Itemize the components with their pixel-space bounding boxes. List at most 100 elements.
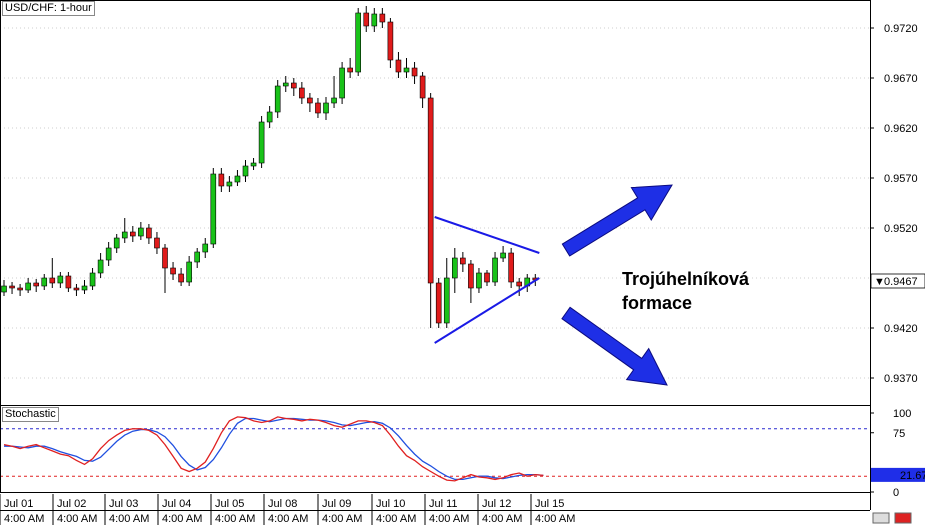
bearish-candle — [411, 67, 418, 77]
x-time-label: 4:00 AM — [376, 513, 416, 525]
bullish-candle — [41, 277, 48, 287]
stochastic-current-label: 21.67 — [900, 470, 925, 482]
stochastic-tick-label: 100 — [893, 408, 911, 420]
bearish-candle — [33, 282, 40, 287]
bearish-candle — [468, 263, 474, 289]
bearish-candle — [379, 13, 386, 23]
bullish-candle — [258, 121, 265, 164]
bearish-candle — [427, 97, 434, 284]
indicator-label: Stochastic — [2, 407, 59, 422]
bullish-candle — [500, 252, 506, 259]
x-time-label: 4:00 AM — [322, 513, 362, 525]
x-day-label: Jul 05 — [215, 498, 244, 510]
bearish-candle — [387, 21, 394, 61]
breakout-arrows — [561, 184, 673, 386]
bullish-candle — [250, 162, 257, 167]
x-day-label: Jul 15 — [535, 498, 564, 510]
candlestick-series — [1, 6, 539, 328]
bullish-candle — [234, 175, 241, 183]
stochastic-panel — [0, 416, 870, 482]
price-tick-label: 0.9670 — [884, 73, 918, 85]
bullish-candle — [81, 285, 88, 291]
bullish-candle — [121, 231, 128, 239]
bearish-candle — [146, 227, 152, 239]
bearish-candle — [154, 237, 160, 249]
bullish-candle — [274, 85, 281, 113]
bullish-candle — [266, 111, 273, 123]
pattern-label-line1: Trojúhelníková — [622, 269, 750, 289]
bullish-candle — [282, 82, 289, 87]
bullish-candle — [371, 13, 378, 27]
symbol-label: USD/CHF: 1-hour — [2, 1, 95, 16]
x-time-label: 4:00 AM — [215, 513, 255, 525]
bearish-candle — [290, 82, 297, 89]
x-time-label: 4:00 AM — [109, 513, 149, 525]
x-time-label: 4:00 AM — [162, 513, 202, 525]
x-time-label: 4:00 AM — [429, 513, 469, 525]
bullish-candle — [89, 272, 96, 287]
bearish-candle — [516, 281, 523, 287]
price-panel-frame — [0, 0, 871, 406]
current-price-marker: ▼ — [874, 276, 885, 288]
x-day-label: Jul 09 — [322, 498, 351, 510]
x-time-label: 4:00 AM — [4, 513, 44, 525]
bearish-candle — [395, 59, 402, 73]
breakout-down-arrow — [561, 306, 668, 386]
bearish-candle — [315, 102, 321, 114]
price-tick-label: 0.9570 — [884, 173, 918, 185]
bearish-candle — [130, 231, 136, 237]
bullish-candle — [226, 181, 233, 187]
x-day-label: Jul 01 — [4, 498, 33, 510]
bullish-candle — [242, 165, 249, 177]
bullish-candle — [443, 277, 450, 324]
bullish-candle — [25, 282, 31, 291]
bullish-candle — [113, 237, 120, 249]
bullish-candle — [194, 251, 200, 263]
current-price-box — [870, 273, 925, 289]
bullish-candle — [339, 67, 345, 99]
price-tick-label: 0.9420 — [884, 323, 918, 335]
bearish-candle — [435, 282, 442, 324]
bearish-candle — [73, 287, 80, 291]
pattern-label-line2: formace — [622, 293, 692, 313]
price-tick-label: 0.9720 — [884, 23, 918, 35]
bearish-candle — [460, 257, 466, 265]
x-time-label: 4:00 AM — [268, 513, 308, 525]
upper-trend-line — [434, 216, 540, 254]
bullish-candle — [186, 261, 192, 283]
bullish-candle — [492, 257, 498, 283]
price-tick-label: 0.9620 — [884, 123, 918, 135]
bearish-candle — [49, 277, 56, 284]
stochastic-tick-label: 0 — [893, 487, 899, 499]
bearish-candle — [508, 252, 514, 283]
bullish-candle — [331, 97, 337, 104]
current-price-label: 0.9467 — [884, 276, 918, 288]
stochastic-panel-frame — [0, 405, 871, 493]
bearish-candle — [307, 97, 313, 104]
bullish-candle — [451, 257, 458, 279]
bearish-candle — [162, 247, 168, 269]
scroll-button — [894, 512, 912, 524]
bearish-candle — [178, 273, 184, 283]
zoom-button — [872, 512, 890, 524]
price-tick-label: 0.9520 — [884, 223, 918, 235]
x-day-label: Jul 08 — [268, 498, 297, 510]
x-day-label: Jul 11 — [429, 498, 458, 510]
bullish-candle — [105, 247, 112, 261]
bearish-candle — [170, 267, 176, 275]
bearish-candle — [65, 275, 72, 289]
bullish-candle — [323, 102, 329, 114]
stochastic-tick-label: 75 — [893, 428, 905, 440]
bullish-candle — [210, 173, 217, 245]
bearish-candle — [218, 173, 225, 187]
bearish-candle — [347, 67, 353, 73]
bearish-candle — [484, 272, 490, 283]
bearish-candle — [363, 12, 370, 27]
bullish-candle — [476, 272, 482, 289]
bullish-candle — [138, 227, 144, 237]
bearish-candle — [17, 287, 23, 291]
bullish-candle — [97, 259, 104, 274]
bearish-candle — [299, 87, 305, 99]
